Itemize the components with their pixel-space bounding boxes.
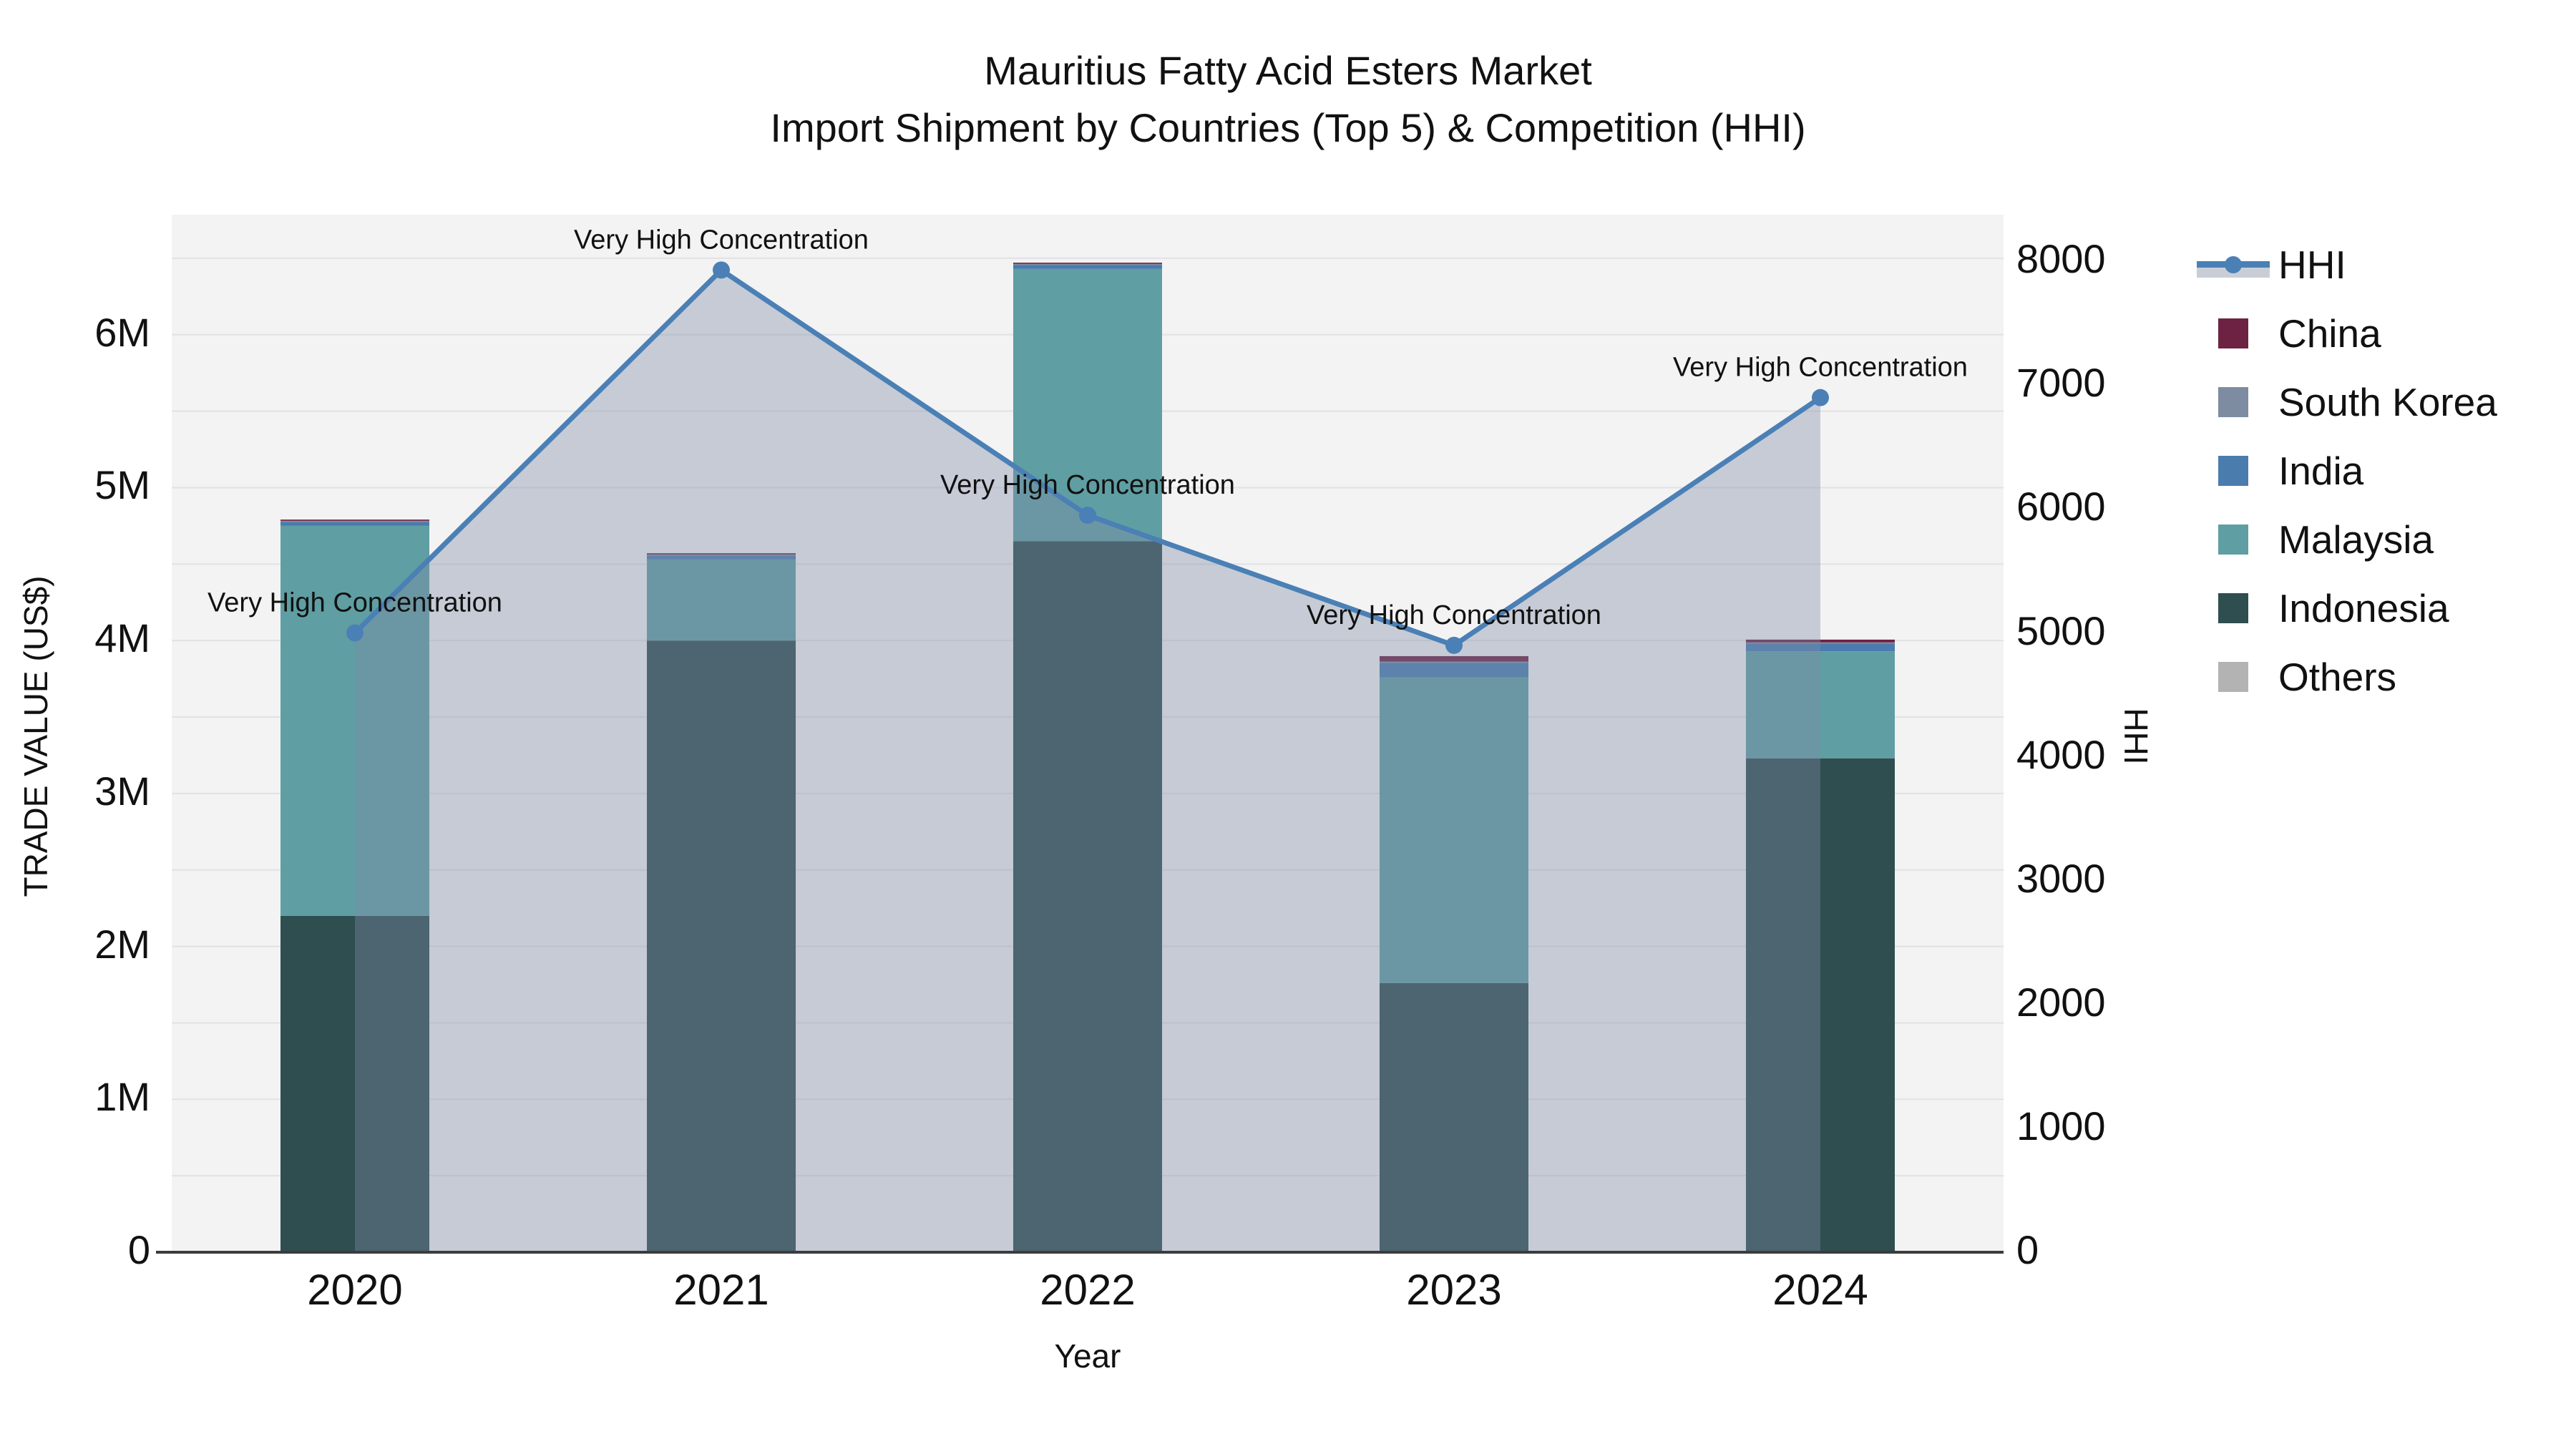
bar-segment-china-2024[interactable] [1746,639,1895,643]
y-right-tick-0: 0 [2016,1227,2039,1272]
bar-segment-china-2023[interactable] [1380,655,1528,662]
chart-title-line1: Mauritius Fatty Acid Esters Market [984,48,1592,93]
legend-item-hhi[interactable]: HHI [2197,230,2497,299]
legend-item-india[interactable]: India [2197,436,2497,505]
x-tick-2022: 2022 [1040,1266,1136,1314]
bar-segment-malaysia-2021[interactable] [647,559,796,641]
hhi-annotation-2021: Very High Concentration [574,225,869,255]
bar-segment-china-2020[interactable] [280,519,429,521]
y-right-tick-1000: 1000 [2016,1103,2106,1148]
bar-segment-south-korea-2023[interactable] [1380,661,1528,663]
legend-label: HHI [2278,243,2346,287]
legend-label: India [2278,449,2364,493]
x-axis-title: Year [1054,1337,1121,1375]
legend-item-china[interactable]: China [2197,299,2497,368]
bar-segment-south-korea-2020[interactable] [280,520,429,522]
x-tick-2024: 2024 [1772,1266,1868,1314]
y-right-tick-2000: 2000 [2016,979,2106,1025]
bar-segment-india-2020[interactable] [280,522,429,526]
bar-segment-malaysia-2023[interactable] [1380,677,1528,983]
hhi-area-fill [355,270,1820,1252]
y-right-tick-4000: 4000 [2016,731,2106,777]
bar-segment-india-2023[interactable] [1380,663,1528,678]
y-right-tick-6000: 6000 [2016,484,2106,530]
bar-segment-india-2022[interactable] [1013,265,1162,269]
hhi-marker-2020[interactable] [346,624,364,642]
y-right-tick-5000: 5000 [2016,608,2106,653]
hhi-annotation-2023: Very High Concentration [1307,600,1601,630]
bar-segment-indonesia-2024[interactable] [1746,758,1895,1252]
hhi-marker-2021[interactable] [713,261,730,279]
legend-label: Others [2278,655,2397,699]
bar-segment-india-2021[interactable] [647,555,796,560]
legend-label: South Korea [2278,380,2497,424]
y-left-tick-3M: 3M [94,768,150,814]
y-left-tick-0: 0 [127,1227,150,1272]
legend-item-malaysia[interactable]: Malaysia [2197,505,2497,574]
y-left-tick-5M: 5M [94,462,150,508]
legend-item-south-korea[interactable]: South Korea [2197,368,2497,436]
y-right-tick-8000: 8000 [2016,236,2106,282]
bar-segment-india-2024[interactable] [1746,643,1895,652]
bar-segment-indonesia-2020[interactable] [280,915,429,1252]
x-tick-2023: 2023 [1406,1266,1502,1314]
legend-item-indonesia[interactable]: Indonesia [2197,574,2497,643]
x-tick-2021: 2021 [673,1266,769,1314]
legend-label: China [2278,311,2381,356]
y-left-tick-4M: 4M [94,615,150,661]
legend-swatch-icon [2218,662,2248,692]
hhi-line-swatch-icon [2197,250,2270,280]
y-right-tick-7000: 7000 [2016,360,2106,406]
hhi-annotation-2020: Very High Concentration [208,588,502,618]
bar-segment-malaysia-2022[interactable] [1013,268,1162,542]
legend-swatch-icon [2218,456,2248,486]
bar-segment-indonesia-2021[interactable] [647,640,796,1252]
bar-segment-south-korea-2024[interactable] [1746,642,1895,644]
legend-swatch-icon [2218,593,2248,623]
hhi-marker-2024[interactable] [1812,389,1829,406]
bar-segment-malaysia-2024[interactable] [1746,651,1895,758]
bar-segment-indonesia-2022[interactable] [1013,541,1162,1252]
hhi-annotation-2022: Very High Concentration [940,470,1235,500]
bar-segment-malaysia-2020[interactable] [280,525,429,916]
legend-swatch-icon [2218,318,2248,348]
hhi-marker-2023[interactable] [1445,636,1463,654]
bar-segment-south-korea-2022[interactable] [1013,263,1162,265]
bar-segment-indonesia-2023[interactable] [1380,982,1528,1252]
chart-title-line2: Import Shipment by Countries (Top 5) & C… [770,105,1806,150]
hhi-annotation-2024: Very High Concentration [1673,353,1968,383]
legend-label: Indonesia [2278,586,2449,630]
y-left-tick-6M: 6M [94,309,150,355]
hhi-marker-swatch [2225,256,2242,273]
x-tick-2020: 2020 [307,1266,403,1314]
y-left-tick-1M: 1M [94,1074,150,1120]
y-left-tick-2M: 2M [94,921,150,967]
chart-title: Mauritius Fatty Acid Esters Market Impor… [0,44,2576,159]
hhi-marker-2022[interactable] [1079,507,1096,525]
legend-swatch-icon [2218,525,2248,555]
bar-segment-china-2021[interactable] [647,553,796,555]
bar-segment-china-2022[interactable] [1013,263,1162,264]
legend-item-others[interactable]: Others [2197,643,2497,711]
legend-label: Malaysia [2278,517,2434,562]
bar-segment-south-korea-2021[interactable] [647,554,796,556]
y-right-tick-3000: 3000 [2016,855,2106,901]
legend-swatch-icon [2218,387,2248,417]
legend: HHI China South Korea India Malaysia Indonesi… [2197,230,2497,711]
